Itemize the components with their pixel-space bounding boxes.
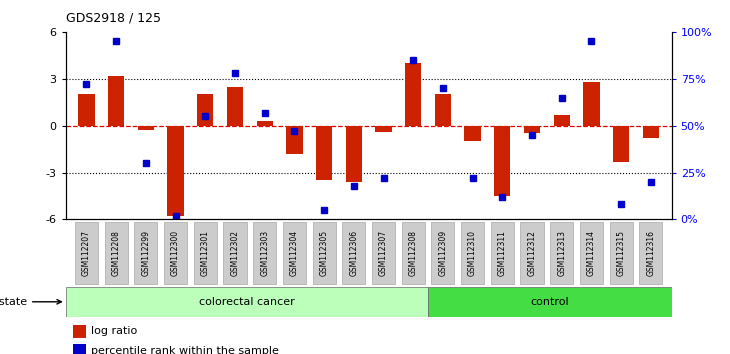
Bar <box>345 126 362 182</box>
Text: GSM112304: GSM112304 <box>290 230 299 276</box>
Text: GSM112299: GSM112299 <box>142 230 150 276</box>
Text: GSM112301: GSM112301 <box>201 230 210 276</box>
Bar <box>256 121 273 126</box>
Text: GSM112300: GSM112300 <box>171 230 180 276</box>
Bar <box>167 126 184 216</box>
Text: GSM112207: GSM112207 <box>82 230 91 276</box>
FancyBboxPatch shape <box>66 287 428 317</box>
Bar <box>642 126 659 138</box>
Bar <box>78 95 95 126</box>
FancyBboxPatch shape <box>610 222 633 284</box>
Text: GSM112311: GSM112311 <box>498 230 507 276</box>
FancyBboxPatch shape <box>134 222 158 284</box>
Text: disease state: disease state <box>0 297 61 307</box>
Text: control: control <box>531 297 569 307</box>
Bar <box>405 63 421 126</box>
Bar <box>613 126 629 162</box>
Text: GSM112306: GSM112306 <box>349 230 358 276</box>
FancyBboxPatch shape <box>402 222 425 284</box>
Text: GSM112307: GSM112307 <box>379 230 388 276</box>
FancyBboxPatch shape <box>342 222 366 284</box>
FancyBboxPatch shape <box>104 222 128 284</box>
Text: GSM112303: GSM112303 <box>260 230 269 276</box>
Bar <box>108 76 124 126</box>
Bar <box>138 126 154 130</box>
FancyBboxPatch shape <box>312 222 336 284</box>
FancyBboxPatch shape <box>223 222 247 284</box>
FancyBboxPatch shape <box>461 222 484 284</box>
Bar <box>197 95 213 126</box>
FancyBboxPatch shape <box>253 222 276 284</box>
FancyBboxPatch shape <box>372 222 395 284</box>
FancyBboxPatch shape <box>580 222 603 284</box>
Text: GSM112302: GSM112302 <box>231 230 239 276</box>
FancyBboxPatch shape <box>550 222 573 284</box>
FancyBboxPatch shape <box>520 222 544 284</box>
Text: GSM112315: GSM112315 <box>617 230 626 276</box>
Text: GSM112310: GSM112310 <box>468 230 477 276</box>
Text: GSM112312: GSM112312 <box>528 230 537 276</box>
Text: GSM112305: GSM112305 <box>320 230 328 276</box>
Bar <box>227 87 243 126</box>
Text: GSM112309: GSM112309 <box>439 230 447 276</box>
FancyBboxPatch shape <box>639 222 662 284</box>
Text: percentile rank within the sample: percentile rank within the sample <box>91 346 279 354</box>
Text: colorectal cancer: colorectal cancer <box>199 297 295 307</box>
Bar <box>316 126 332 181</box>
Bar <box>375 126 392 132</box>
FancyBboxPatch shape <box>75 222 98 284</box>
FancyBboxPatch shape <box>491 222 514 284</box>
Text: log ratio: log ratio <box>91 326 137 336</box>
Bar <box>553 115 570 126</box>
FancyBboxPatch shape <box>431 222 455 284</box>
Text: GDS2918 / 125: GDS2918 / 125 <box>66 12 161 25</box>
FancyBboxPatch shape <box>164 222 187 284</box>
FancyBboxPatch shape <box>428 287 672 317</box>
Bar <box>524 126 540 133</box>
FancyBboxPatch shape <box>193 222 217 284</box>
Bar <box>494 126 510 196</box>
Text: GSM112314: GSM112314 <box>587 230 596 276</box>
Text: GSM112308: GSM112308 <box>409 230 418 276</box>
Text: GSM112313: GSM112313 <box>557 230 566 276</box>
Text: GSM112316: GSM112316 <box>646 230 656 276</box>
FancyBboxPatch shape <box>283 222 306 284</box>
Bar <box>583 82 599 126</box>
Bar <box>286 126 302 154</box>
Bar <box>464 126 481 141</box>
Text: GSM112208: GSM112208 <box>112 230 120 276</box>
Bar <box>435 95 451 126</box>
